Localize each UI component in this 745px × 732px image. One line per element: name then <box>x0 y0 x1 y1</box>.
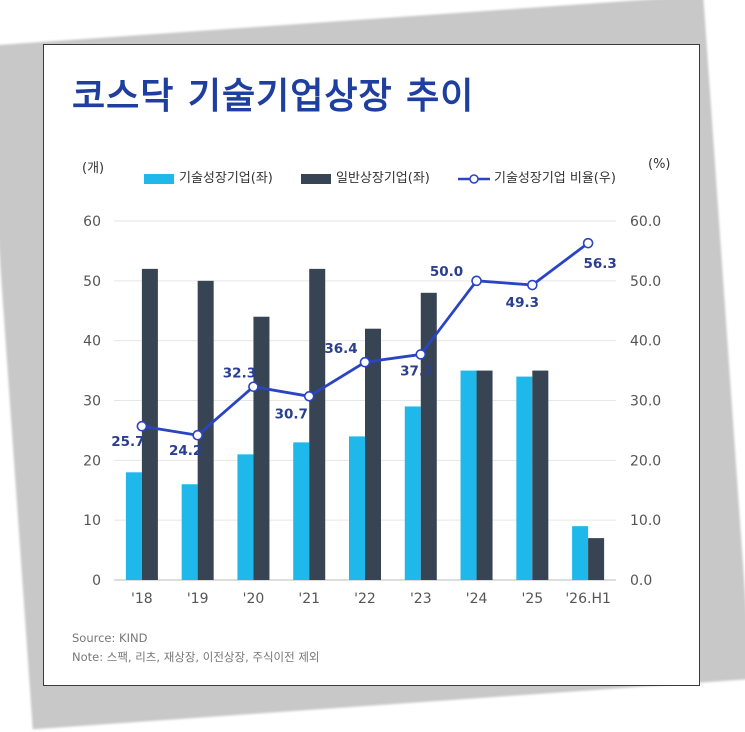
x-tick-label: '26.H1 <box>565 591 611 607</box>
bar-tech <box>572 526 589 580</box>
ratio-point <box>582 237 594 249</box>
bar-tech <box>516 376 533 580</box>
x-tick-label: '24 <box>466 591 488 607</box>
legend-label-general: 일반상장기업(좌) <box>336 171 430 186</box>
bar-tech <box>125 472 142 580</box>
ratio-point <box>415 349 427 360</box>
legend-label-ratio: 기술성장기업 비율(우) <box>494 171 616 186</box>
combo-chart: 0 0.0 10 10.0 20 20.0 30 30.0 40 40.0 50 50.0 60 60.0… <box>83 214 661 607</box>
ratio-data-label: 37.7 <box>400 363 433 379</box>
ratio-data-label: 32.3 <box>223 366 256 382</box>
legend-label-tech: 기술성장기업(좌) <box>179 171 273 186</box>
ratio-data-label: 49.3 <box>506 295 539 311</box>
ratio-point <box>192 429 203 441</box>
bar-general <box>141 268 158 580</box>
legend-swatch-general <box>301 173 331 184</box>
chart-card: 코스닥 기술기업상장 추이 (개) (%) 기술성장기업(좌) 일반상장기업(좌… <box>43 44 700 686</box>
y-left-tick-label: 0 <box>92 573 101 589</box>
ratio-point <box>527 279 538 291</box>
bar-tech <box>181 484 198 580</box>
bar-general <box>253 316 270 580</box>
ratio-data-label: 36.4 <box>324 341 357 357</box>
x-tick-label: '18 <box>131 591 153 607</box>
x-tick-label: '25 <box>521 591 543 607</box>
left-axis-unit: (개) <box>82 161 105 176</box>
ratio-point <box>136 420 148 432</box>
bar-tech <box>460 370 477 580</box>
x-tick-label: '23 <box>410 591 432 607</box>
y-right-tick-label: 60.0 <box>630 214 661 230</box>
bar-tech <box>293 442 310 580</box>
legend-swatch-tech <box>144 173 174 184</box>
y-right-tick-label: 10.0 <box>630 513 661 529</box>
bar-general <box>476 370 493 580</box>
right-axis-unit: (%) <box>648 157 671 172</box>
y-left-tick-label: 60 <box>83 214 101 230</box>
ratio-point <box>471 275 482 287</box>
bar-tech <box>349 436 365 580</box>
y-left-tick-label: 30 <box>83 394 101 410</box>
ratio-data-label: 56.3 <box>583 256 616 272</box>
note-text: Note: 스팩, 리츠, 재상장, 이전상장, 주식이전 제외 <box>72 650 320 664</box>
y-left-tick-label: 20 <box>83 453 101 469</box>
ratio-data-label: 24.2 <box>169 443 202 459</box>
ratio-point <box>248 381 259 393</box>
chart-title: 코스닥 기술기업상장 추이 <box>72 76 475 117</box>
ratio-point <box>303 391 315 402</box>
x-tick-label: '19 <box>187 591 209 607</box>
y-right-tick-label: 0.0 <box>630 573 652 589</box>
legend-swatch-ratio <box>458 173 490 184</box>
bar-general <box>365 328 381 580</box>
ratio-data-label: 25.7 <box>111 434 144 450</box>
y-right-tick-label: 30.0 <box>630 394 661 410</box>
legend-item-ratio: 기술성장기업 비율(우) <box>458 167 616 186</box>
source-text: Source: KIND <box>72 631 148 645</box>
y-left-tick-label: 10 <box>83 513 101 529</box>
y-left-tick-label: 40 <box>83 334 101 350</box>
y-right-tick-label: 20.0 <box>630 453 661 469</box>
legend-item-tech: 기술성장기업(좌) <box>144 167 273 186</box>
bar-general <box>588 538 605 580</box>
y-left-tick-label: 50 <box>83 274 101 290</box>
ratio-point <box>359 356 371 368</box>
y-right-tick-label: 40.0 <box>630 334 661 350</box>
bar-tech <box>237 454 254 580</box>
bar-general <box>197 280 214 580</box>
x-tick-label: '22 <box>354 591 376 607</box>
x-tick-label: '21 <box>298 591 320 607</box>
ratio-data-label: 30.7 <box>275 406 308 422</box>
bar-general <box>309 268 326 580</box>
ratio-data-label: 50.0 <box>430 264 463 280</box>
bar-general <box>420 292 437 580</box>
x-tick-label: '20 <box>243 591 265 607</box>
y-right-tick-label: 50.0 <box>630 274 661 290</box>
bar-general <box>532 370 549 580</box>
bar-tech <box>404 406 421 580</box>
legend-item-general: 일반상장기업(좌) <box>301 167 430 186</box>
